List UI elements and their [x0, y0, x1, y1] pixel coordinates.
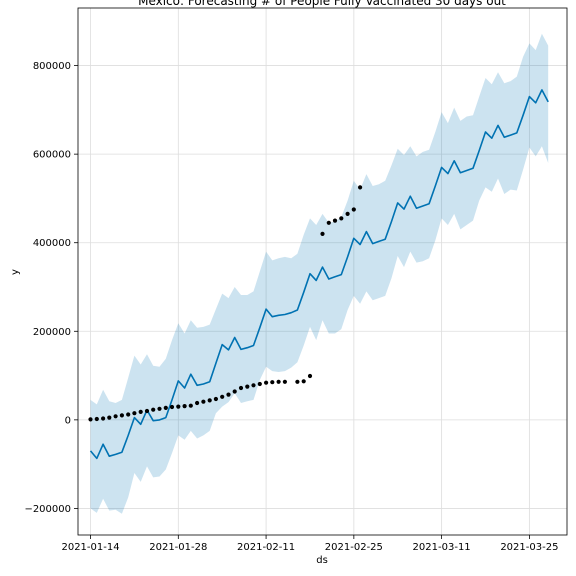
observed-point — [346, 212, 350, 216]
x-tick-label: 2021-02-25 — [325, 542, 383, 553]
observed-point — [88, 417, 92, 421]
observed-point — [139, 410, 143, 414]
observed-point — [302, 379, 306, 383]
observed-point — [239, 386, 243, 390]
y-tick-label: 800000 — [33, 61, 71, 72]
observed-point — [327, 221, 331, 225]
x-tick-label: 2021-01-14 — [61, 542, 119, 553]
observed-point — [277, 380, 281, 384]
observed-point — [208, 398, 212, 402]
y-tick-label: −200000 — [24, 504, 71, 515]
observed-point — [226, 393, 230, 397]
observed-point — [189, 404, 193, 408]
observed-point — [339, 216, 343, 220]
y-axis-title: y — [10, 269, 21, 275]
observed-point — [264, 381, 268, 385]
observed-point — [258, 382, 262, 386]
observed-point — [283, 380, 287, 384]
observed-point — [176, 405, 180, 409]
chart-title: Mexico: Forecasting # of People Fully Va… — [138, 0, 506, 8]
observed-point — [170, 405, 174, 409]
observed-point — [333, 219, 337, 223]
x-tick-label: 2021-02-11 — [237, 542, 295, 553]
observed-point — [157, 407, 161, 411]
observed-point — [358, 185, 362, 189]
observed-point — [126, 412, 130, 416]
x-axis-title: ds — [316, 555, 328, 566]
observed-point — [233, 389, 237, 393]
observed-point — [164, 406, 168, 410]
y-tick-label: 400000 — [33, 238, 71, 249]
observed-point — [308, 374, 312, 378]
observed-point — [245, 385, 249, 389]
observed-point — [201, 400, 205, 404]
observed-point — [195, 401, 199, 405]
y-tick-label: 0 — [65, 415, 71, 426]
observed-point — [151, 408, 155, 412]
observed-point — [183, 404, 187, 408]
observed-point — [114, 414, 118, 418]
observed-point — [320, 232, 324, 236]
observed-point — [220, 395, 224, 399]
observed-point — [352, 207, 356, 211]
x-tick-label: 2021-03-11 — [413, 542, 471, 553]
observed-point — [107, 416, 111, 420]
x-tick-label: 2021-03-25 — [500, 542, 558, 553]
observed-point — [132, 411, 136, 415]
x-tick-label: 2021-01-28 — [149, 542, 207, 553]
observed-point — [120, 413, 124, 417]
observed-point — [95, 417, 99, 421]
observed-point — [295, 380, 299, 384]
y-tick-label: 200000 — [33, 327, 71, 338]
observed-point — [214, 397, 218, 401]
observed-point — [251, 383, 255, 387]
observed-point — [145, 409, 149, 413]
observed-point — [101, 416, 105, 420]
observed-point — [270, 380, 274, 384]
y-tick-label: 600000 — [33, 150, 71, 161]
